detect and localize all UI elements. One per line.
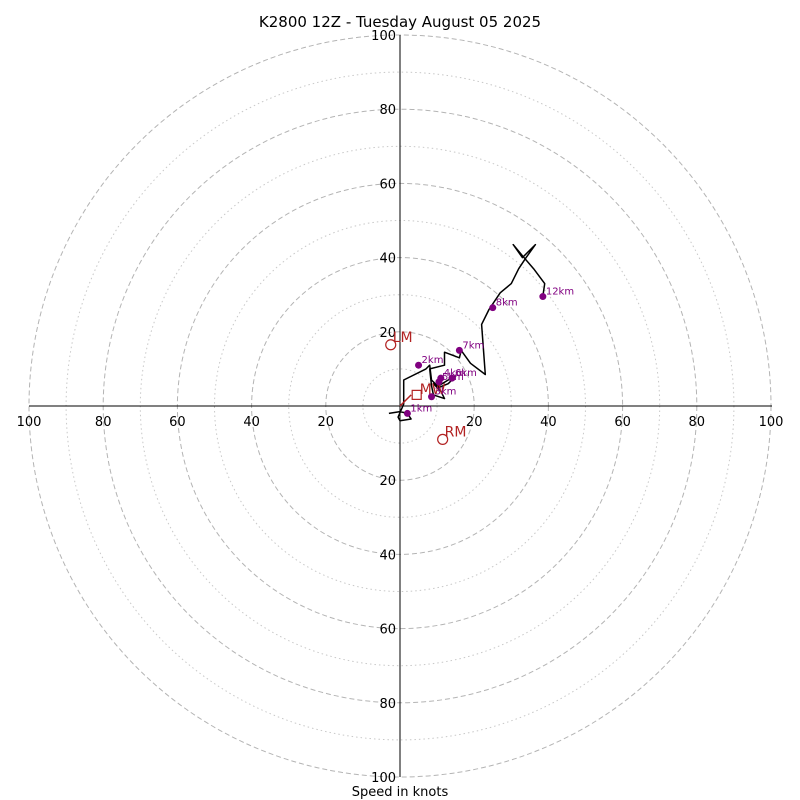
bunkers-rm-label: RM [445,424,467,440]
hodograph-line [388,243,546,422]
height-label-4km: 4km [444,368,466,379]
tick-label-right: 80 [689,415,706,430]
tick-label-right: 60 [614,415,631,430]
chart-title: K2800 12Z - Tuesday August 05 2025 [259,13,541,31]
tick-label-bottom: 40 [379,548,396,563]
height-marker-2km [415,361,423,369]
bunkers-rm-marker [437,433,449,445]
mean-wind-marker [411,389,422,400]
height-marker-7km [455,346,463,354]
height-label-7km: 7km [462,340,484,351]
height-marker-5km [435,378,443,386]
height-label-8km: 8km [496,298,518,309]
height-marker-6km [448,374,456,382]
height-label-1km: 1km [410,403,432,414]
height-label-6km: 6km [455,368,477,379]
tick-label-bottom: 20 [379,474,396,489]
tick-label-left: 40 [243,415,260,430]
tick-label-bottom: 100 [371,771,396,786]
tick-label-top: 20 [379,326,396,341]
tick-label-top: 40 [379,252,396,267]
height-marker-12km [539,293,547,301]
tick-labels: 20 40 60 80 100 100 80 60 40 20 20 40 60 80 100 20 40 60 8… [17,29,784,786]
storm-motion-markers: LM RM MW [385,330,467,445]
height-markers: 1km2km3km4km5km6km7km8km12km [403,287,574,417]
tick-label-top: 60 [379,177,396,192]
storm-motion-vector [399,394,412,407]
tick-label-top: 80 [379,103,396,118]
height-marker-1km [403,409,411,417]
tick-label-top: 100 [371,29,396,44]
height-label-12km: 12km [546,287,574,298]
height-label-3km: 3km [435,387,457,398]
x-axis-label: Speed in knots [352,785,449,800]
height-marker-8km [489,304,497,312]
mean-wind-label: MW [420,382,446,398]
hodograph-trace [388,243,546,422]
tick-label-left: 100 [17,415,42,430]
tick-label-left: 20 [318,415,335,430]
tick-label-left: 80 [95,415,112,430]
tick-label-bottom: 80 [379,697,396,712]
tick-label-right: 100 [759,415,784,430]
bunkers-lm-label: LM [393,330,413,346]
tick-label-bottom: 60 [379,623,396,638]
tick-label-right: 20 [466,415,483,430]
tick-label-right: 40 [540,415,557,430]
height-marker-3km [428,393,436,401]
tick-label-left: 60 [169,415,186,430]
height-label-2km: 2km [422,355,444,366]
bunkers-lm-marker [385,339,397,351]
